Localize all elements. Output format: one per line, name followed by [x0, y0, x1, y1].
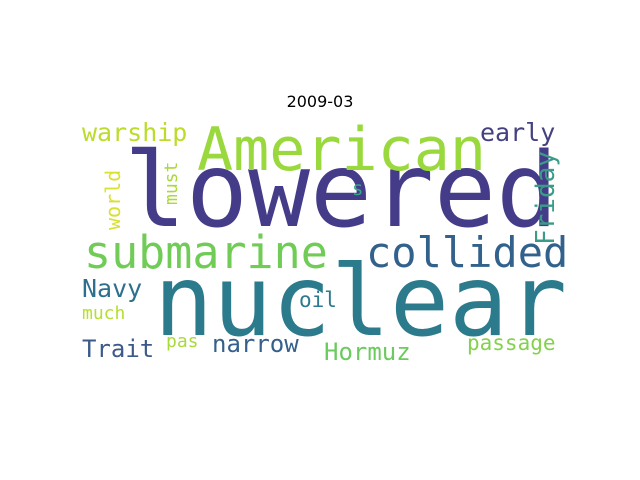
cloud-word: pas — [166, 331, 199, 352]
cloud-word: much — [82, 303, 126, 324]
cloud-word: Hormuz — [324, 338, 411, 366]
cloud-word: submarine — [84, 226, 328, 279]
cloud-word: lowered — [124, 131, 559, 251]
cloud-word: s — [352, 178, 364, 200]
cloud-word: Navy — [82, 274, 143, 303]
cloud-word: collided — [366, 228, 569, 277]
cloud-word: must — [161, 161, 182, 205]
cloud-word: Trait — [82, 335, 155, 363]
cloud-word: nuclear — [154, 245, 568, 359]
cloud-word: American — [197, 115, 486, 185]
cloud-word: oil — [299, 288, 337, 312]
cloud-word: early — [480, 118, 556, 147]
cloud-word: world — [101, 169, 125, 230]
figure-title: 2009-03 — [286, 92, 354, 111]
word-cloud: lowered nuclear American submarine collided w… — [80, 115, 568, 364]
cloud-word: warship — [82, 118, 188, 147]
cloud-word: narrow — [212, 330, 299, 358]
cloud-word: passage — [467, 331, 556, 355]
cloud-word: Friday — [531, 151, 561, 245]
